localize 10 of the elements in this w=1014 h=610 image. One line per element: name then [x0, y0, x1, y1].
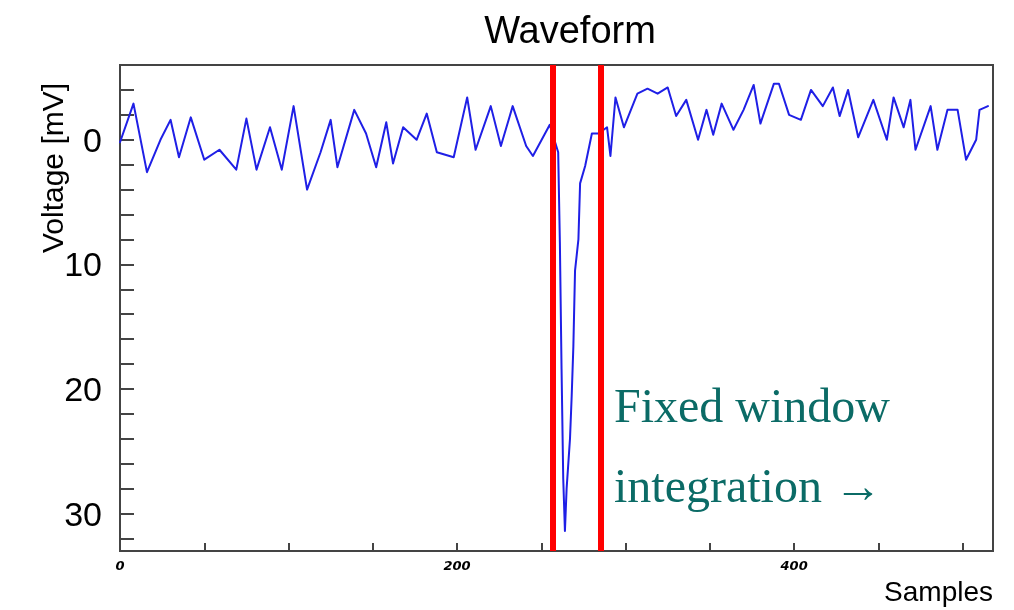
- y-tick-label: 0: [83, 120, 102, 159]
- x-tick-label: 0: [115, 558, 125, 573]
- x-axis-title: Samples: [884, 575, 993, 607]
- annotation: Fixed window integration →: [614, 378, 902, 512]
- x-tick-label: 200: [443, 558, 471, 573]
- y-tick-label: 20: [64, 370, 102, 408]
- y-tick-label: 30: [64, 494, 102, 533]
- x-tick-label: 400: [779, 558, 808, 573]
- line-series: [119, 82, 989, 533]
- chart-title: Waveform: [484, 9, 656, 51]
